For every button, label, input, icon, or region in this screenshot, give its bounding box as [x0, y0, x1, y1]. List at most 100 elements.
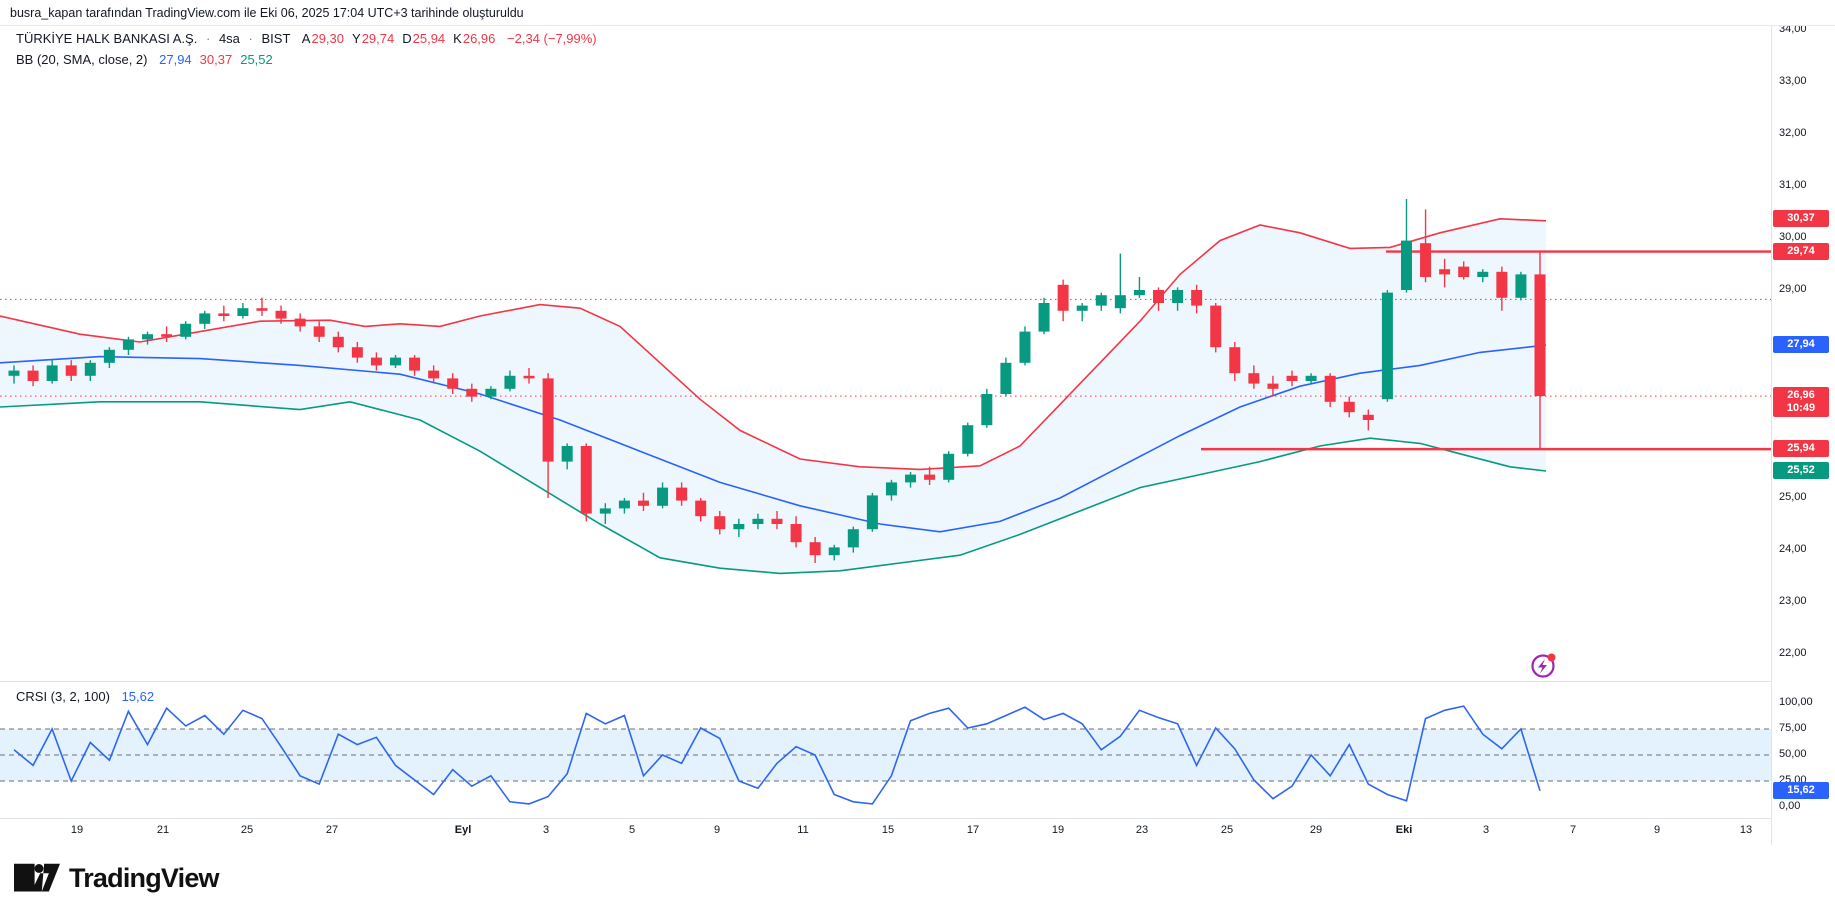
candle[interactable]	[46, 360, 58, 384]
candle[interactable]	[637, 492, 649, 511]
candle[interactable]	[1248, 365, 1260, 389]
candle[interactable]	[351, 342, 363, 363]
candle[interactable]	[199, 310, 211, 329]
crsi-line[interactable]	[13, 705, 1541, 805]
candle[interactable]	[1095, 292, 1107, 311]
candle[interactable]	[313, 321, 325, 342]
candle[interactable]	[905, 472, 917, 488]
candle[interactable]	[1477, 269, 1489, 283]
candle[interactable]	[1381, 290, 1393, 402]
candle[interactable]	[218, 305, 230, 322]
candle[interactable]	[1439, 258, 1451, 288]
candle[interactable]	[1343, 396, 1355, 418]
candle[interactable]	[1000, 357, 1012, 397]
candle[interactable]	[1057, 279, 1069, 322]
candle[interactable]	[1114, 253, 1126, 314]
interval-label[interactable]: 4sa	[218, 31, 240, 46]
candle[interactable]	[142, 331, 154, 345]
bollinger-lower-band[interactable]	[0, 400, 1547, 575]
candle[interactable]	[866, 492, 878, 532]
candle[interactable]	[84, 360, 96, 381]
candle[interactable]	[428, 365, 440, 384]
candle[interactable]	[1496, 266, 1508, 311]
candle[interactable]	[542, 373, 554, 498]
candle[interactable]	[1458, 261, 1470, 280]
candle[interactable]	[1191, 284, 1203, 314]
candle[interactable]	[847, 526, 859, 553]
candle[interactable]	[962, 422, 974, 457]
candle[interactable]	[1267, 375, 1279, 397]
candle[interactable]	[1019, 326, 1031, 366]
candle[interactable]	[1515, 271, 1527, 301]
symbol-name[interactable]: TÜRKİYE HALK BANKASI A.Ş.	[16, 31, 198, 46]
symbol-legend[interactable]: TÜRKİYE HALK BANKASI A.Ş. · 4sa · BIST A…	[16, 28, 597, 70]
candle[interactable]	[390, 355, 401, 368]
candle[interactable]	[1210, 303, 1222, 353]
candle[interactable]	[1229, 342, 1241, 381]
candle[interactable]	[733, 518, 745, 537]
candle[interactable]	[237, 303, 249, 319]
candle[interactable]	[561, 443, 573, 470]
candle[interactable]	[1153, 287, 1164, 311]
candle[interactable]	[1362, 409, 1374, 431]
candle[interactable]	[1400, 199, 1412, 293]
candle[interactable]	[409, 355, 421, 376]
candle[interactable]	[161, 326, 173, 342]
candle[interactable]	[790, 516, 802, 548]
candle[interactable]	[580, 443, 592, 522]
candle[interactable]	[485, 386, 497, 400]
candle[interactable]	[370, 352, 382, 371]
candle[interactable]	[1534, 251, 1546, 450]
candle[interactable]	[8, 365, 20, 384]
candle[interactable]	[1286, 370, 1298, 387]
candle[interactable]	[294, 313, 306, 332]
candle[interactable]	[447, 373, 459, 394]
candle[interactable]	[943, 451, 955, 483]
candle[interactable]	[466, 383, 478, 402]
candle[interactable]	[714, 511, 726, 535]
candle[interactable]	[1038, 297, 1050, 335]
candle[interactable]	[1324, 373, 1336, 407]
candle[interactable]	[256, 297, 268, 316]
crsi-indicator-pane[interactable]	[0, 681, 1771, 818]
candle[interactable]	[695, 498, 707, 522]
pane-divider[interactable]	[0, 681, 1835, 682]
bb-value: 25,52	[240, 52, 273, 67]
time-axis[interactable]	[0, 818, 1835, 846]
candle[interactable]	[1076, 303, 1088, 322]
candle[interactable]	[332, 331, 344, 353]
candle[interactable]	[924, 466, 936, 485]
candle[interactable]	[1133, 277, 1145, 298]
candle[interactable]	[618, 498, 630, 514]
candle[interactable]	[27, 365, 39, 387]
candle[interactable]	[771, 511, 783, 530]
candle[interactable]	[885, 479, 897, 501]
tradingview-logo[interactable]: TradingView	[14, 860, 220, 896]
candle[interactable]	[275, 305, 287, 324]
candle[interactable]	[523, 368, 535, 384]
crsi-legend[interactable]: CRSI (3, 2, 100) 15,62	[16, 686, 154, 707]
candle[interactable]	[981, 388, 993, 428]
bollinger-upper-band[interactable]	[0, 217, 1547, 471]
candle[interactable]	[1172, 287, 1184, 311]
bb-indicator-label[interactable]: BB (20, SMA, close, 2)	[16, 52, 148, 67]
candle[interactable]	[599, 503, 611, 524]
candle[interactable]	[65, 360, 77, 381]
candle[interactable]	[752, 513, 764, 530]
candle[interactable]	[676, 482, 688, 506]
candle[interactable]	[122, 336, 134, 355]
candle[interactable]	[180, 321, 192, 340]
candle[interactable]	[828, 544, 840, 561]
main-price-pane[interactable]	[0, 0, 1771, 681]
flash-event-icon[interactable]	[1531, 653, 1556, 678]
price-axis[interactable]	[1771, 25, 1835, 845]
candle[interactable]	[809, 537, 821, 563]
candle[interactable]	[103, 347, 115, 368]
candle[interactable]	[1305, 373, 1317, 384]
candle[interactable]	[504, 370, 516, 392]
candle[interactable]	[1420, 209, 1432, 283]
bb-legend-row[interactable]: BB (20, SMA, close, 2) 27,94 30,37 25,52	[16, 49, 597, 70]
crsi-indicator-label[interactable]: CRSI (3, 2, 100)	[16, 689, 110, 704]
candle[interactable]	[657, 482, 669, 509]
time-axis-label: 9	[713, 824, 721, 836]
